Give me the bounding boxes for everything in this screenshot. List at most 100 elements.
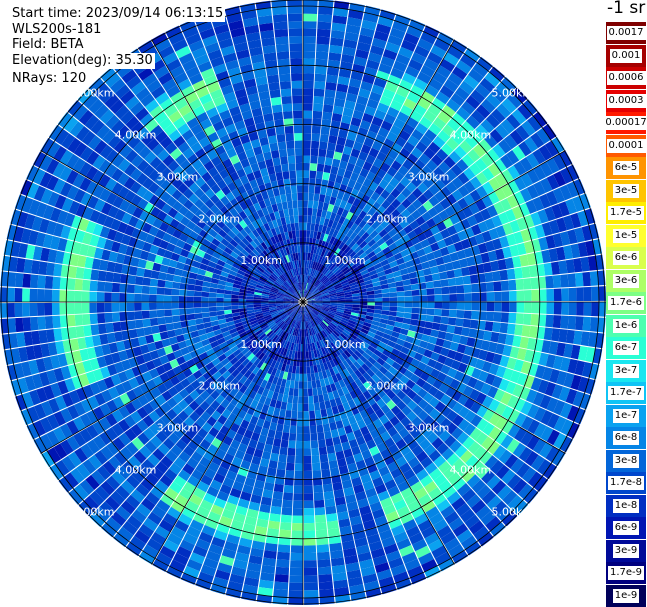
data-cell (297, 321, 300, 329)
data-cell (126, 284, 135, 294)
data-cell (317, 201, 324, 210)
data-cell (259, 22, 274, 32)
data-cell (426, 342, 436, 352)
data-cell (421, 165, 433, 177)
data-cell (390, 467, 403, 479)
data-cell (514, 427, 527, 443)
data-cell (337, 76, 350, 86)
data-cell (292, 508, 303, 516)
data-cell (366, 308, 375, 313)
data-cell (461, 327, 470, 337)
data-cell (249, 333, 257, 340)
data-cell (359, 304, 368, 309)
data-cell (219, 515, 233, 527)
data-cell (148, 225, 159, 237)
data-cell (387, 485, 401, 497)
data-cell (315, 51, 329, 60)
data-cell (371, 84, 385, 96)
data-cell (443, 52, 460, 66)
data-cell (324, 430, 332, 440)
data-cell (358, 252, 368, 260)
data-cell (189, 171, 201, 182)
data-cell (199, 456, 212, 468)
data-cell (303, 185, 309, 193)
data-cell (287, 155, 296, 164)
data-cell (234, 381, 244, 391)
data-cell (231, 226, 240, 236)
data-cell (453, 370, 465, 382)
data-cell (391, 432, 403, 444)
data-cell (318, 274, 325, 281)
data-cell (524, 450, 539, 467)
data-cell (544, 206, 556, 222)
data-cell (387, 74, 402, 86)
data-cell (81, 302, 90, 314)
data-cell (166, 172, 178, 184)
data-cell (149, 317, 159, 327)
data-cell (13, 362, 25, 379)
data-cell (240, 282, 249, 288)
data-cell (427, 103, 442, 117)
data-cell (474, 158, 488, 172)
data-cell (404, 354, 414, 364)
data-cell (355, 322, 364, 328)
data-cell (148, 410, 161, 423)
data-cell (15, 317, 24, 333)
data-cell (252, 383, 261, 393)
data-cell (202, 35, 218, 47)
data-cell (294, 335, 298, 344)
data-cell (333, 282, 342, 288)
data-cell (344, 138, 355, 149)
data-cell (74, 302, 83, 314)
data-cell (152, 357, 163, 368)
data-cell (366, 98, 379, 110)
data-cell (135, 87, 151, 102)
data-cell (215, 404, 226, 415)
data-cell (212, 173, 223, 184)
data-cell (126, 311, 135, 321)
data-cell (180, 433, 192, 445)
data-cell (406, 389, 417, 400)
data-cell (479, 450, 493, 465)
data-cell (266, 390, 274, 399)
data-cell (357, 200, 367, 211)
data-cell (298, 282, 302, 291)
data-cell (552, 355, 564, 370)
data-cell (263, 550, 277, 560)
data-cell (385, 324, 395, 331)
data-cell (130, 168, 143, 181)
data-cell (308, 350, 312, 359)
data-cell (278, 321, 285, 328)
data-cell (211, 536, 226, 548)
data-cell (354, 225, 363, 235)
data-cell (356, 544, 370, 555)
data-cell (470, 401, 482, 414)
data-cell (130, 181, 142, 194)
data-cell (315, 521, 327, 531)
data-cell (362, 213, 372, 223)
data-cell (280, 265, 286, 273)
data-cell (235, 325, 245, 332)
data-cell (268, 349, 275, 358)
data-cell (41, 400, 54, 417)
data-cell (150, 466, 164, 480)
data-cell (377, 490, 390, 502)
data-cell (205, 247, 215, 256)
data-cell (296, 313, 300, 321)
data-cell (303, 110, 313, 119)
data-cell (346, 229, 354, 238)
data-cell (419, 222, 430, 233)
data-cell (436, 239, 447, 249)
azimuth-line (302, 150, 566, 303)
data-cell (311, 455, 320, 464)
data-cell (345, 162, 356, 172)
data-cell (285, 462, 295, 471)
data-cell (247, 267, 256, 274)
data-cell (329, 263, 337, 271)
data-cell (559, 184, 572, 201)
data-cell (381, 288, 390, 294)
data-cell (419, 302, 428, 309)
data-cell (313, 365, 318, 373)
data-cell (451, 66, 468, 81)
data-cell (160, 179, 172, 191)
